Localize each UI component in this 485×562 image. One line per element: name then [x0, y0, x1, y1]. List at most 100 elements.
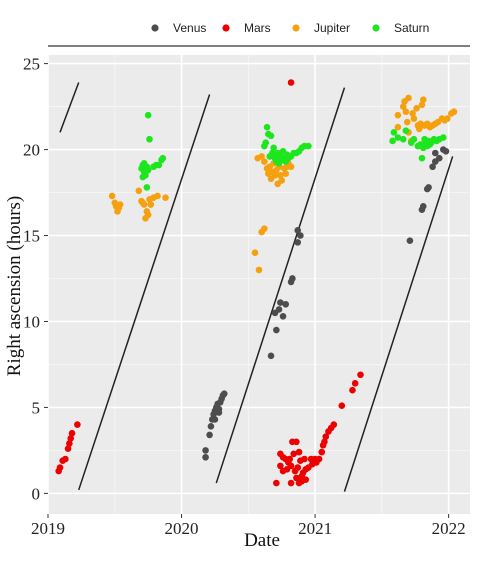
jupiter-point — [418, 101, 426, 109]
x-tick-label: 2021 — [298, 519, 332, 538]
venus-point — [289, 275, 296, 282]
mars-point — [294, 464, 302, 471]
legend-label-mars: Mars — [244, 21, 271, 35]
y-axis-title: Right ascension (hours) — [4, 196, 25, 376]
jupiter-point — [402, 108, 410, 116]
jupiter-point — [410, 115, 418, 122]
jupiter-point — [419, 96, 427, 103]
mars-point — [315, 455, 323, 463]
mars-point — [64, 445, 72, 452]
y-tick-label: 15 — [23, 227, 40, 246]
mars-point — [322, 433, 330, 440]
venus-point — [215, 409, 223, 416]
series-mars — [55, 79, 364, 487]
saturn-point — [390, 129, 398, 136]
mars-point — [273, 479, 280, 487]
mars-point — [66, 440, 73, 447]
jupiter-point — [140, 201, 148, 208]
venus-point — [207, 423, 215, 430]
jupiter-point — [154, 192, 161, 200]
saturn-point — [410, 135, 418, 143]
legend-key-venus — [151, 24, 159, 32]
saturn-point — [305, 142, 312, 150]
jupiter-point — [116, 201, 124, 208]
jupiter-point — [108, 192, 116, 200]
jupiter-point — [271, 172, 279, 179]
jupiter-point — [413, 104, 420, 112]
mars-point — [351, 380, 359, 387]
reference-line — [343, 156, 454, 492]
venus-point — [435, 154, 443, 162]
jupiter-point — [258, 153, 265, 160]
mars-point — [287, 479, 295, 487]
venus-point — [211, 416, 219, 423]
mars-point — [295, 448, 303, 456]
legend-label-jupiter: Jupiter — [314, 21, 350, 35]
mars-point — [338, 402, 346, 409]
jupiter-point — [135, 187, 143, 195]
y-tick-label: 10 — [23, 312, 40, 331]
mars-point — [62, 455, 69, 463]
jupiter-point — [405, 94, 412, 102]
mars-point — [293, 438, 300, 446]
venus-point — [275, 306, 283, 313]
mars-point — [330, 421, 338, 428]
venus-point — [267, 352, 275, 360]
saturn-point — [144, 111, 152, 119]
saturn-point — [267, 132, 275, 140]
mars-point — [287, 462, 295, 470]
venus-point — [220, 390, 228, 397]
jupiter-point — [261, 225, 268, 232]
mars-point — [290, 450, 298, 458]
venus-point — [294, 239, 302, 246]
mars-point — [74, 421, 81, 428]
venus-point — [273, 326, 280, 334]
mars-point — [301, 455, 308, 463]
jupiter-point — [409, 110, 416, 117]
saturn-point — [389, 137, 396, 145]
venus-point — [279, 313, 287, 320]
reference-line — [215, 87, 346, 484]
series-venus — [202, 146, 450, 461]
jupiter-point — [162, 194, 169, 201]
legend-label-saturn: Saturn — [394, 21, 429, 35]
y-tick-label: 0 — [32, 484, 41, 503]
reference-line — [78, 94, 211, 491]
jupiter-point — [261, 158, 268, 165]
saturn-point — [144, 166, 152, 174]
x-tick-label: 2019 — [31, 519, 65, 538]
jupiter-point — [415, 125, 423, 133]
mars-point — [293, 474, 300, 482]
plot-panel — [48, 55, 470, 514]
reference-line — [59, 82, 80, 133]
saturn-point — [155, 161, 163, 169]
mars-point — [321, 438, 328, 446]
venus-point — [202, 453, 209, 461]
jupiter-point — [277, 172, 284, 179]
legend-key-jupiter — [292, 24, 300, 32]
legend: Venus Mars Jupiter Saturn — [151, 21, 429, 35]
y-tick-label: 5 — [32, 398, 41, 417]
saturn-point — [399, 135, 407, 143]
jupiter-point — [144, 211, 152, 219]
venus-point — [282, 300, 290, 308]
jupiter-point — [251, 249, 259, 256]
legend-label-venus: Venus — [173, 21, 206, 35]
legend-key-mars — [222, 24, 230, 32]
mars-point — [287, 79, 295, 86]
mars-point — [68, 429, 76, 437]
venus-point — [206, 431, 213, 439]
venus-point — [431, 149, 439, 157]
saturn-point — [263, 123, 271, 131]
mars-point — [349, 386, 356, 394]
y-tick-label: 25 — [23, 55, 40, 74]
mars-point — [357, 371, 364, 379]
mars-point — [56, 464, 64, 471]
data-points — [55, 79, 458, 487]
jupiter-point — [450, 108, 458, 116]
jupiter-point — [255, 266, 263, 274]
series-saturn — [138, 111, 447, 191]
jupiter-point — [443, 115, 451, 122]
venus-point — [294, 227, 302, 234]
